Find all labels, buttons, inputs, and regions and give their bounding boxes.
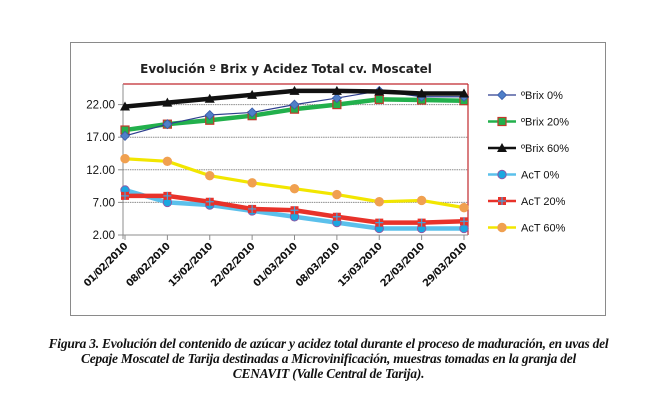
data-point [289,85,300,95]
y-tick-label: 22.00 [86,100,115,112]
data-point [416,195,427,206]
data-point [332,189,342,200]
legend-entry: ºBrix 20% [488,117,569,129]
y-tick-label: 2.00 [93,230,115,242]
legend-entry: ºBrix 60% [488,143,569,155]
caption-line-3: CENAVIT (Valle Central de Tarija). [232,366,425,381]
data-point [162,119,173,130]
data-point [162,156,173,167]
caption-line-1: Figura 3. Evolución del contenido de azú… [48,336,609,351]
series-act-20- [121,191,468,227]
legend-marker [497,222,507,233]
legend-label: AcT 0% [521,170,560,182]
legend-entry: AcT 20% [488,196,566,208]
y-tick-label: 7.00 [93,197,115,209]
series-line [124,157,465,210]
data-point-cross [417,218,426,227]
data-point [374,94,384,104]
data-point [289,184,300,194]
x-tick-label: 08/03/2010 [294,241,343,290]
x-tick-label: 01/02/2010 [82,241,131,290]
legend-label: AcT 20% [521,196,566,208]
legend-marker [496,89,508,101]
legend: ºBrix 0% ºBrix 20% ºBrix 60% AcT 0% AcT 20% A… [488,89,569,235]
data-point-cross [248,204,257,213]
legend-label: ºBrix 20% [521,117,569,129]
data-point-cross [460,217,468,226]
x-tick-label: 15/03/2010 [336,241,385,290]
x-tick-label: 01/03/2010 [252,241,301,290]
data-point [119,130,131,141]
line-chart: Evolución º Brix y Acidez Total cv. Mosc… [82,62,569,290]
y-tick-label: 12.00 [86,165,115,177]
data-point [459,223,469,234]
legend-marker [497,169,507,180]
data-point [162,97,173,107]
x-tick-label: 08/02/2010 [124,241,173,290]
legend-entry: AcT 0% [488,170,560,182]
data-point [205,170,215,181]
data-point [289,99,300,110]
chart-frame: Evolución º Brix y Acidez Total cv. Mosc… [70,42,606,316]
x-tick-label: 22/03/2010 [379,241,428,290]
data-point-cross [205,197,214,206]
data-point [247,89,258,99]
legend-entry: AcT 60% [488,223,566,235]
data-point-cross [121,191,129,200]
legend-marker [497,143,507,152]
legend-label: ºBrix 60% [521,143,569,155]
legend-marker-cross [498,197,506,205]
data-point [120,101,130,111]
x-tick-label: 29/03/2010 [421,241,470,290]
data-point-cross [332,212,341,221]
data-point-cross [290,206,299,215]
data-point-cross [375,218,384,227]
legend-label: AcT 60% [521,223,566,235]
data-point [204,93,215,103]
legend-entry: ºBrix 0% [488,89,563,102]
data-point [331,93,342,104]
data-point [374,86,385,96]
data-point [120,154,130,164]
x-tick-label: 15/02/2010 [167,241,216,290]
series--brix-60- [120,85,469,111]
series-lines [119,85,470,234]
data-point [204,109,215,121]
data-point [416,88,427,98]
legend-marker [497,116,507,127]
data-point-cross [163,191,172,200]
legend-label: ºBrix 0% [521,90,563,102]
series-act-60- [120,154,469,213]
data-point [247,178,257,188]
data-point [459,88,469,98]
data-point [459,202,469,213]
chart-title: Evolución º Brix y Acidez Total cv. Mosc… [140,62,432,76]
data-point [247,107,258,118]
caption-line-2: Cepaje Moscatel de Tarija destinadas a M… [81,351,576,366]
x-tick-label: 22/02/2010 [209,241,258,290]
figure-caption: Figura 3. Evolución del contenido de azú… [0,336,657,381]
y-tick-label: 17.00 [86,132,115,144]
data-point [374,197,384,207]
data-point [331,85,342,95]
